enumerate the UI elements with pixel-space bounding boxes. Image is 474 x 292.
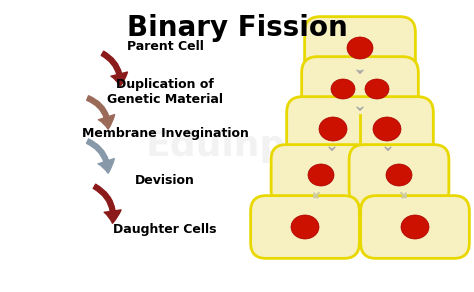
Ellipse shape [387,167,403,179]
Ellipse shape [341,82,350,90]
Ellipse shape [351,44,369,50]
Ellipse shape [396,172,410,183]
Ellipse shape [336,88,348,96]
Ellipse shape [320,120,337,133]
Ellipse shape [312,171,330,177]
Ellipse shape [329,125,345,138]
FancyArrowPatch shape [101,51,128,86]
FancyBboxPatch shape [271,145,371,205]
Text: Devision: Devision [135,173,195,187]
FancyBboxPatch shape [361,196,469,258]
Ellipse shape [335,85,351,91]
Ellipse shape [386,164,412,186]
Ellipse shape [412,219,423,228]
Ellipse shape [292,218,309,231]
Ellipse shape [295,222,315,230]
Ellipse shape [357,45,371,56]
FancyArrowPatch shape [87,96,115,129]
Ellipse shape [323,124,343,131]
Text: Duplication of
Genetic Material: Duplication of Genetic Material [107,78,223,106]
Ellipse shape [405,222,425,230]
Ellipse shape [384,121,395,130]
Ellipse shape [319,117,347,141]
Text: Binary Fission: Binary Fission [127,14,347,42]
Text: Parent Cell: Parent Cell [127,41,203,53]
Ellipse shape [301,223,317,235]
FancyBboxPatch shape [305,17,415,79]
Text: Eduinput: Eduinput [145,129,329,163]
Ellipse shape [411,223,427,235]
FancyBboxPatch shape [287,97,433,161]
Ellipse shape [325,128,338,138]
FancyArrowPatch shape [86,139,114,173]
FancyBboxPatch shape [349,145,449,205]
Ellipse shape [330,121,341,130]
Ellipse shape [374,82,384,90]
Ellipse shape [308,164,334,186]
Ellipse shape [357,40,368,49]
Ellipse shape [310,167,325,179]
Ellipse shape [297,226,310,235]
Ellipse shape [365,79,389,99]
Ellipse shape [340,86,353,96]
FancyArrowPatch shape [93,184,121,223]
Text: Membrane Invegination: Membrane Invegination [82,128,248,140]
Ellipse shape [319,167,329,176]
Ellipse shape [379,128,392,138]
Ellipse shape [402,218,419,231]
Ellipse shape [352,47,365,56]
FancyBboxPatch shape [251,196,359,258]
Ellipse shape [407,226,420,235]
Ellipse shape [318,172,332,183]
Ellipse shape [366,81,381,93]
Ellipse shape [348,40,364,52]
Ellipse shape [347,37,373,59]
FancyBboxPatch shape [301,57,419,121]
Ellipse shape [291,215,319,239]
Ellipse shape [401,215,429,239]
Ellipse shape [374,86,387,96]
Ellipse shape [373,117,401,141]
Ellipse shape [391,174,404,183]
Ellipse shape [302,219,313,228]
Ellipse shape [369,85,385,91]
Ellipse shape [374,120,391,133]
Text: Daughter Cells: Daughter Cells [113,223,217,237]
Ellipse shape [396,167,407,176]
Ellipse shape [377,124,397,131]
Ellipse shape [383,125,399,138]
Ellipse shape [332,81,346,93]
Ellipse shape [331,79,355,99]
Ellipse shape [313,174,326,183]
Ellipse shape [370,88,382,96]
Ellipse shape [390,171,408,177]
